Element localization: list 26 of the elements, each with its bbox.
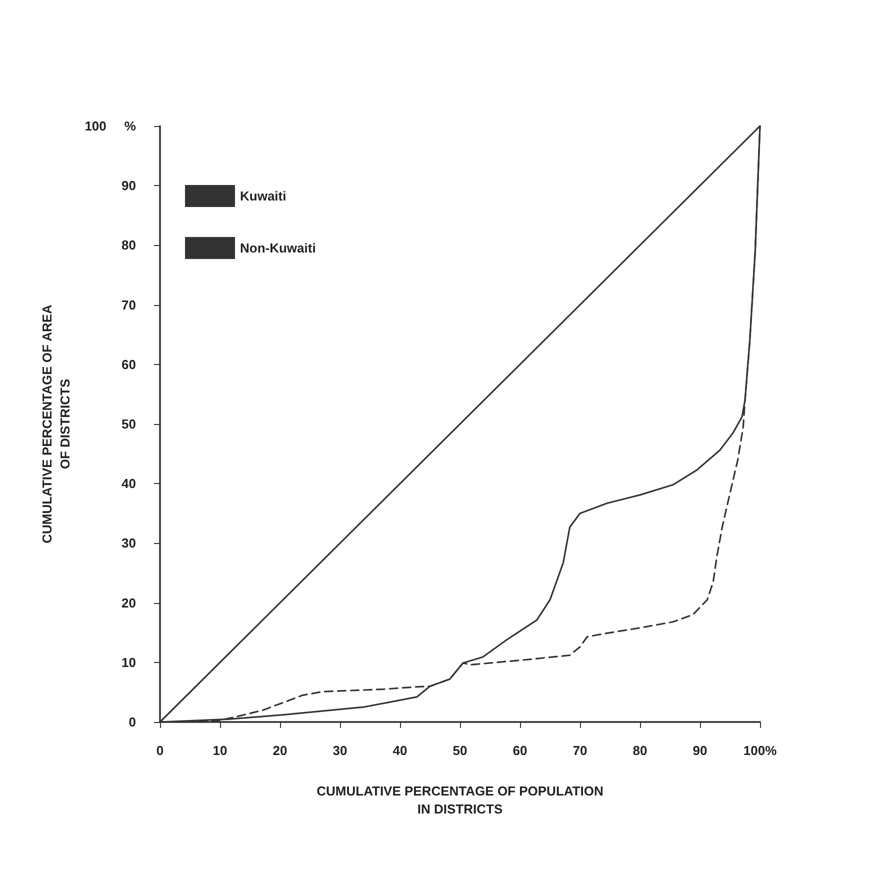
y-tick-label: 50 — [122, 416, 136, 432]
x-tick-label: 0 — [156, 743, 164, 758]
y-tick-label: 100 % — [84, 118, 136, 134]
y-tick-label: 20 — [122, 595, 136, 610]
x-axis-title: CUMULATIVE PERCENTAGE OF POPULATION IN DISTRICTS — [316, 784, 604, 816]
legend-label: Kuwaiti — [240, 188, 286, 204]
y-tick-label: 70 — [122, 297, 136, 312]
y-tick-label: 40 — [122, 476, 136, 492]
legend-label: Non-Kuwaiti — [240, 240, 316, 256]
y-tick-label: 10 — [122, 654, 136, 670]
y-tick-label: 30 — [122, 536, 136, 551]
x-tick-label: 30 — [332, 743, 348, 758]
x-tick-label: 50 — [452, 743, 468, 758]
x-tick-label: 80 — [632, 743, 648, 758]
x-tick-label: 60 — [512, 743, 528, 758]
x-tick-label: 20 — [272, 743, 288, 758]
x-tick-label: 40 — [392, 743, 408, 758]
x-tick-label: 10 — [212, 743, 228, 758]
x-tick-label: 100% — [743, 743, 778, 758]
y-tick-label: 60 — [122, 356, 136, 372]
y-tick-label: 90 — [122, 178, 136, 194]
x-tick-label: 90 — [692, 743, 708, 758]
y-tick-label: 80 — [122, 238, 136, 253]
x-tick-label: 70 — [572, 743, 588, 758]
y-axis-title: CUMULATIVE PERCENTAGE OF AREA OF DISTRICTS — [39, 304, 72, 544]
y-tick-label: 0 — [128, 714, 136, 730]
